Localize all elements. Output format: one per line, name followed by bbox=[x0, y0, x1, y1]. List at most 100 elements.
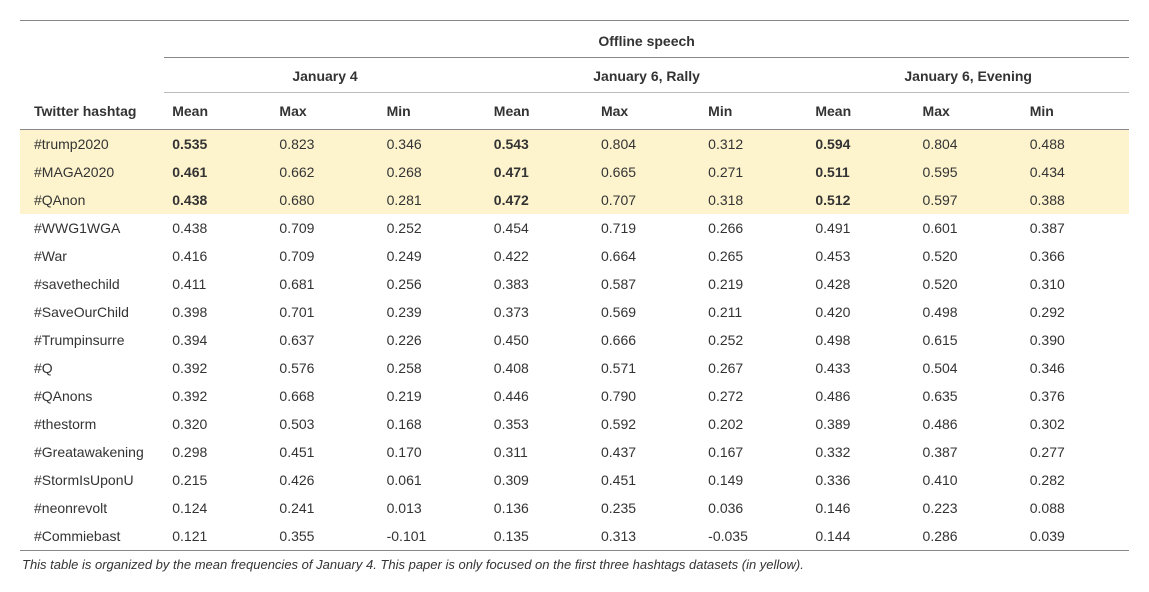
value-cell: 0.336 bbox=[807, 466, 914, 494]
value-cell: 0.571 bbox=[593, 354, 700, 382]
value-cell: 0.266 bbox=[700, 214, 807, 242]
hashtag-cell: #QAnons bbox=[20, 382, 164, 410]
value-cell: 0.471 bbox=[486, 158, 593, 186]
value-cell: 0.597 bbox=[915, 186, 1022, 214]
value-cell: 0.520 bbox=[915, 270, 1022, 298]
value-cell: 0.376 bbox=[1022, 382, 1129, 410]
value-cell: 0.662 bbox=[271, 158, 378, 186]
value-cell: 0.488 bbox=[1022, 130, 1129, 159]
value-cell: 0.666 bbox=[593, 326, 700, 354]
header-group-0: January 4 bbox=[164, 58, 486, 93]
value-cell: 0.309 bbox=[486, 466, 593, 494]
value-cell: 0.258 bbox=[379, 354, 486, 382]
hashtag-cell: #Trumpinsurre bbox=[20, 326, 164, 354]
value-cell: 0.595 bbox=[915, 158, 1022, 186]
value-cell: 0.272 bbox=[700, 382, 807, 410]
header-stat: Min bbox=[700, 93, 807, 130]
value-cell: 0.709 bbox=[271, 214, 378, 242]
value-cell: 0.387 bbox=[1022, 214, 1129, 242]
value-cell: 0.408 bbox=[486, 354, 593, 382]
value-cell: 0.390 bbox=[1022, 326, 1129, 354]
value-cell: 0.252 bbox=[700, 326, 807, 354]
value-cell: 0.252 bbox=[379, 214, 486, 242]
value-cell: 0.167 bbox=[700, 438, 807, 466]
value-cell: 0.434 bbox=[1022, 158, 1129, 186]
hashtag-cell: #QAnon bbox=[20, 186, 164, 214]
value-cell: 0.498 bbox=[915, 298, 1022, 326]
table-row: #Q0.3920.5760.2580.4080.5710.2670.4330.5… bbox=[20, 354, 1129, 382]
value-cell: 0.219 bbox=[700, 270, 807, 298]
value-cell: 0.411 bbox=[164, 270, 271, 298]
value-cell: 0.453 bbox=[807, 242, 914, 270]
value-cell: 0.512 bbox=[807, 186, 914, 214]
table-row: #MAGA20200.4610.6620.2680.4710.6650.2710… bbox=[20, 158, 1129, 186]
value-cell: 0.168 bbox=[379, 410, 486, 438]
value-cell: 0.601 bbox=[915, 214, 1022, 242]
value-cell: 0.124 bbox=[164, 494, 271, 522]
value-cell: 0.790 bbox=[593, 382, 700, 410]
header-stat: Mean bbox=[486, 93, 593, 130]
value-cell: 0.498 bbox=[807, 326, 914, 354]
value-cell: 0.420 bbox=[807, 298, 914, 326]
header-stat: Mean bbox=[164, 93, 271, 130]
value-cell: 0.719 bbox=[593, 214, 700, 242]
table-row: #QAnons0.3920.6680.2190.4460.7900.2720.4… bbox=[20, 382, 1129, 410]
value-cell: 0.281 bbox=[379, 186, 486, 214]
value-cell: 0.302 bbox=[1022, 410, 1129, 438]
value-cell: 0.438 bbox=[164, 214, 271, 242]
value-cell: 0.446 bbox=[486, 382, 593, 410]
header-blank bbox=[20, 21, 164, 58]
value-cell: 0.202 bbox=[700, 410, 807, 438]
value-cell: 0.256 bbox=[379, 270, 486, 298]
value-cell: 0.451 bbox=[593, 466, 700, 494]
value-cell: 0.804 bbox=[915, 130, 1022, 159]
data-table: Offline speech January 4 January 6, Rall… bbox=[20, 20, 1129, 551]
header-group-2: January 6, Evening bbox=[807, 58, 1129, 93]
table-row: #Commiebast0.1210.355-0.1010.1350.313-0.… bbox=[20, 522, 1129, 551]
value-cell: 0.428 bbox=[807, 270, 914, 298]
value-cell: 0.503 bbox=[271, 410, 378, 438]
value-cell: 0.353 bbox=[486, 410, 593, 438]
value-cell: 0.422 bbox=[486, 242, 593, 270]
value-cell: 0.282 bbox=[1022, 466, 1129, 494]
hashtag-cell: #trump2020 bbox=[20, 130, 164, 159]
value-cell: 0.504 bbox=[915, 354, 1022, 382]
table-row: #StormIsUponU0.2150.4260.0610.3090.4510.… bbox=[20, 466, 1129, 494]
value-cell: 0.701 bbox=[271, 298, 378, 326]
value-cell: 0.438 bbox=[164, 186, 271, 214]
value-cell: 0.388 bbox=[1022, 186, 1129, 214]
value-cell: 0.433 bbox=[807, 354, 914, 382]
value-cell: 0.594 bbox=[807, 130, 914, 159]
value-cell: 0.267 bbox=[700, 354, 807, 382]
table-row: #War0.4160.7090.2490.4220.6640.2650.4530… bbox=[20, 242, 1129, 270]
value-cell: 0.587 bbox=[593, 270, 700, 298]
value-cell: 0.615 bbox=[915, 326, 1022, 354]
table-row: #QAnon0.4380.6800.2810.4720.7070.3180.51… bbox=[20, 186, 1129, 214]
value-cell: 0.511 bbox=[807, 158, 914, 186]
value-cell: 0.451 bbox=[271, 438, 378, 466]
header-stat: Min bbox=[1022, 93, 1129, 130]
table-caption: This table is organized by the mean freq… bbox=[20, 551, 1129, 572]
value-cell: 0.211 bbox=[700, 298, 807, 326]
value-cell: 0.226 bbox=[379, 326, 486, 354]
value-cell: 0.039 bbox=[1022, 522, 1129, 551]
table-row: #thestorm0.3200.5030.1680.3530.5920.2020… bbox=[20, 410, 1129, 438]
value-cell: 0.387 bbox=[915, 438, 1022, 466]
value-cell: 0.426 bbox=[271, 466, 378, 494]
value-cell: 0.312 bbox=[700, 130, 807, 159]
table-row: #trump20200.5350.8230.3460.5430.8040.312… bbox=[20, 130, 1129, 159]
table-row: #savethechild0.4110.6810.2560.3830.5870.… bbox=[20, 270, 1129, 298]
value-cell: 0.472 bbox=[486, 186, 593, 214]
header-rowlabel: Twitter hashtag bbox=[20, 93, 164, 130]
value-cell: 0.450 bbox=[486, 326, 593, 354]
value-cell: 0.013 bbox=[379, 494, 486, 522]
value-cell: 0.454 bbox=[486, 214, 593, 242]
value-cell: 0.268 bbox=[379, 158, 486, 186]
value-cell: 0.709 bbox=[271, 242, 378, 270]
value-cell: 0.223 bbox=[915, 494, 1022, 522]
value-cell: 0.310 bbox=[1022, 270, 1129, 298]
value-cell: 0.392 bbox=[164, 354, 271, 382]
value-cell: 0.088 bbox=[1022, 494, 1129, 522]
value-cell: 0.061 bbox=[379, 466, 486, 494]
value-cell: 0.543 bbox=[486, 130, 593, 159]
